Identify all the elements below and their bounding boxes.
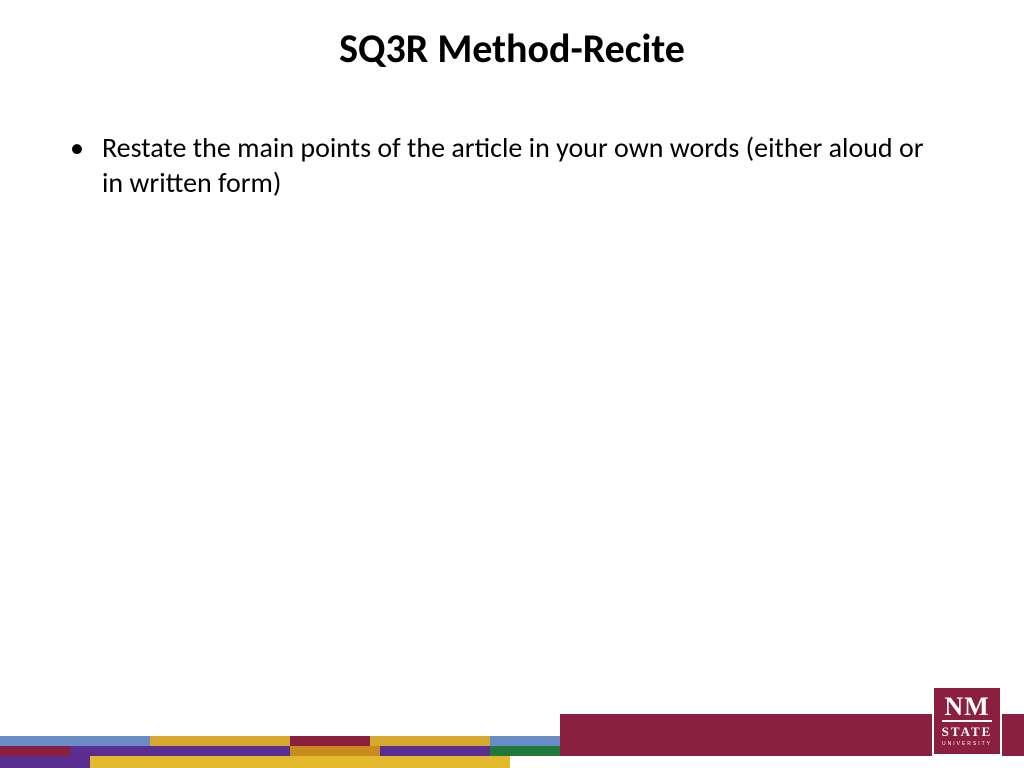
footer-row <box>0 736 1024 746</box>
footer-segment <box>90 756 510 768</box>
slide-body: • Restate the main points of the article… <box>70 130 950 200</box>
bullet-text: Restate the main points of the article i… <box>102 130 950 200</box>
bullet-marker: • <box>70 130 84 165</box>
footer-segment <box>490 736 560 746</box>
footer-segment <box>0 746 70 756</box>
footer-segment <box>150 736 290 746</box>
footer-segment <box>560 756 1024 768</box>
logo-state-text: STATE <box>942 724 993 740</box>
slide-title: SQ3R Method-Recite <box>0 24 1024 73</box>
nmsu-logo: NM STATE UNIVERSITY <box>932 686 1002 756</box>
footer-row <box>0 756 1024 768</box>
footer-row <box>0 746 1024 756</box>
footer-segment <box>0 756 90 768</box>
logo-univ-text: UNIVERSITY <box>942 741 992 747</box>
footer-segment <box>370 736 490 746</box>
slide: SQ3R Method-Recite • Restate the main po… <box>0 0 1024 768</box>
footer-rows <box>0 736 1024 768</box>
footer-segment <box>510 756 560 768</box>
footer-segment <box>0 736 150 746</box>
footer-segment <box>290 736 370 746</box>
logo-nm-text: NM <box>942 695 991 722</box>
footer-segment <box>70 746 290 756</box>
footer-segment <box>290 746 380 756</box>
footer-segment <box>490 746 560 756</box>
bullet-item: • Restate the main points of the article… <box>70 130 950 200</box>
footer-segment <box>380 746 490 756</box>
